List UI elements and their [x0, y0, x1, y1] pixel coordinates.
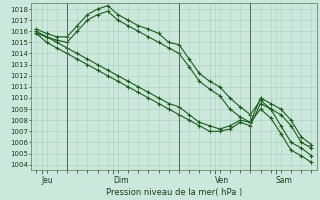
X-axis label: Pression niveau de la mer( hPa ): Pression niveau de la mer( hPa ): [106, 188, 242, 197]
